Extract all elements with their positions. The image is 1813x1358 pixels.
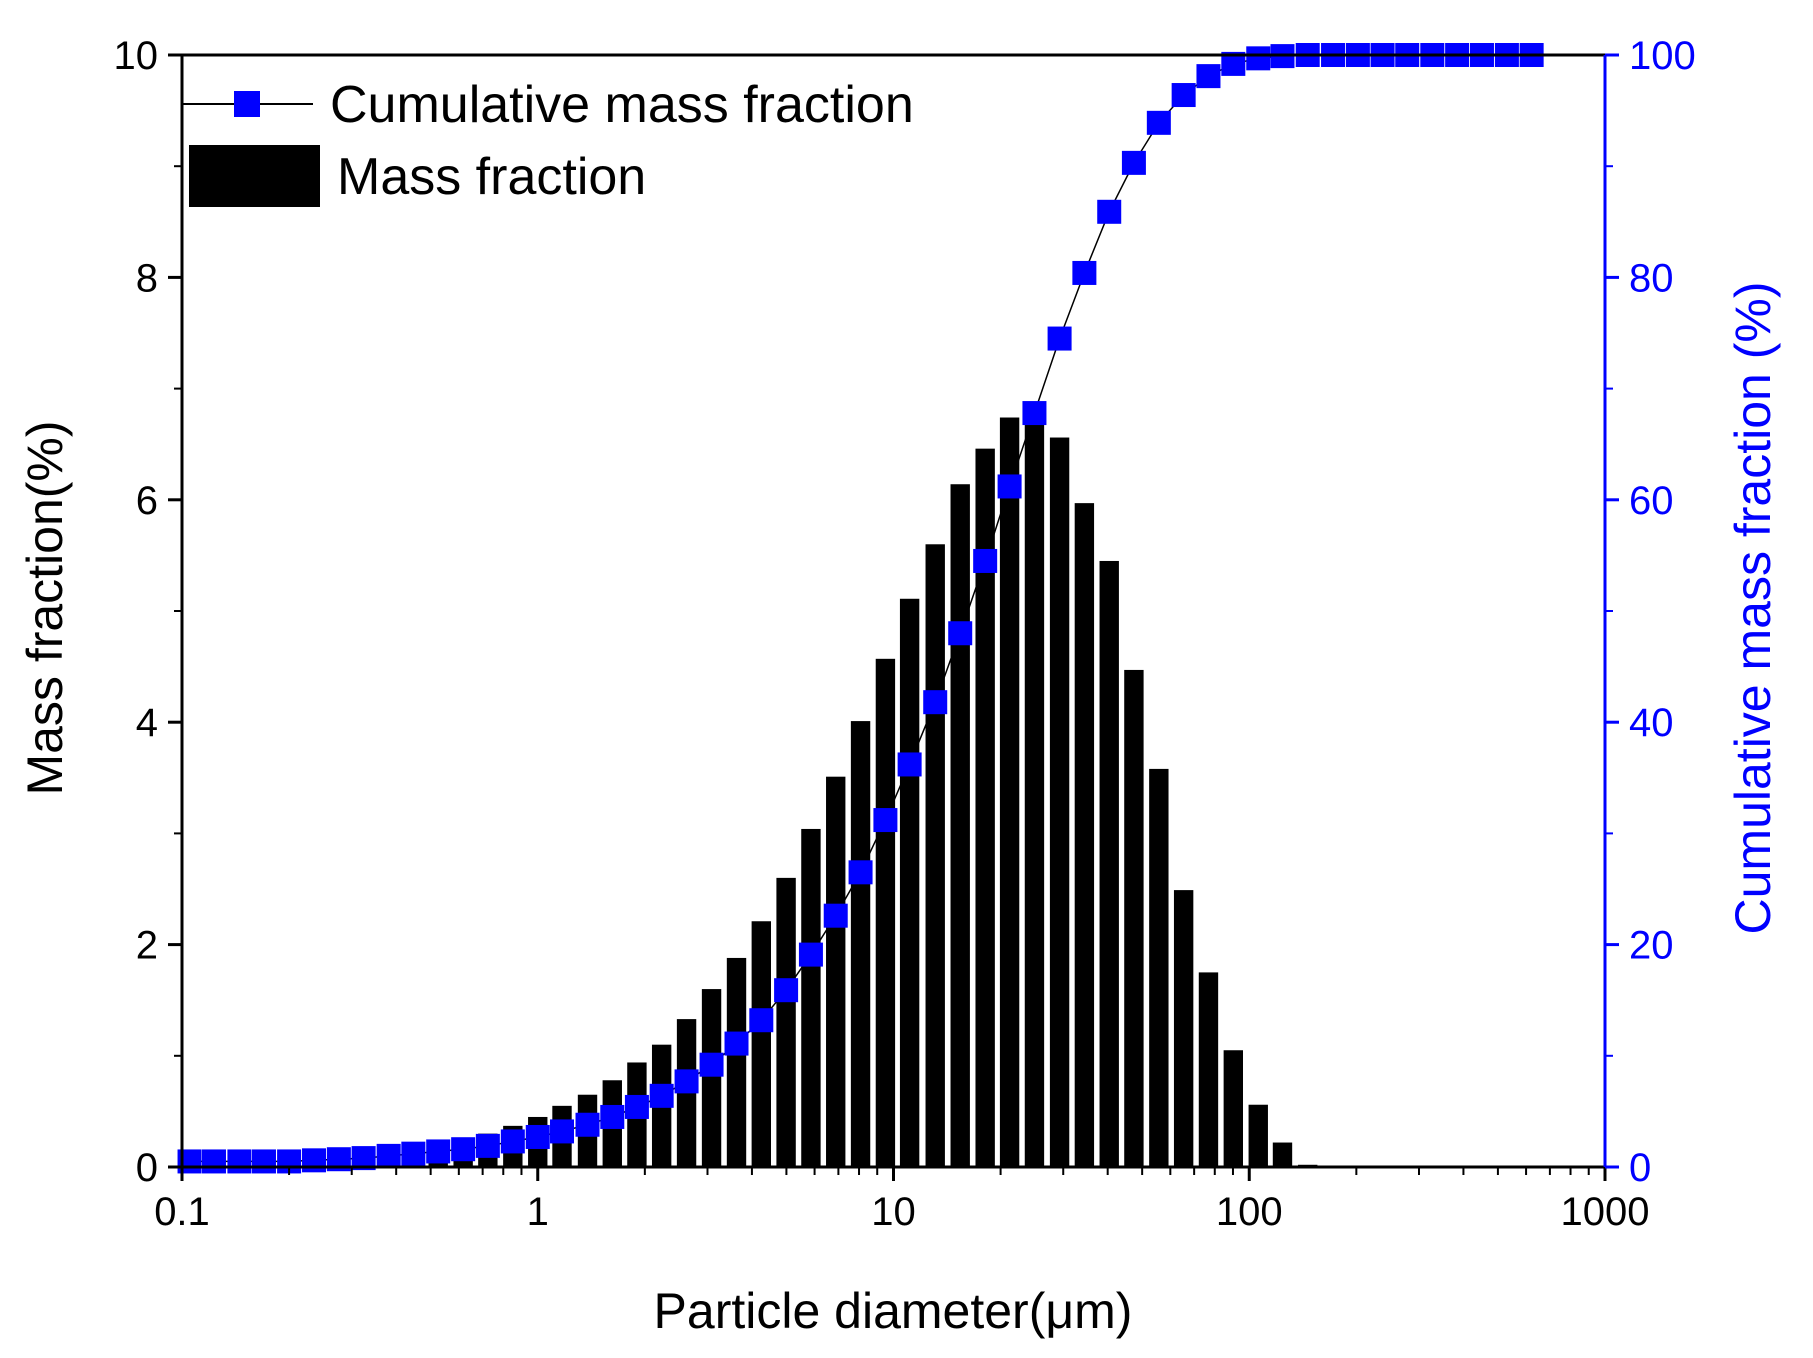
right-y-tick-label: 0 [1629, 1146, 1651, 1190]
cumulative-marker [948, 621, 973, 646]
cumulative-marker [475, 1133, 500, 1158]
mass-fraction-bar [1198, 972, 1219, 1167]
cumulative-marker [1146, 110, 1171, 135]
cumulative-marker [426, 1139, 451, 1164]
cumulative-marker [1047, 326, 1072, 351]
cumulative-marker [1022, 401, 1047, 426]
mass-fraction-bar [801, 828, 821, 1167]
mass-fraction-bar [925, 544, 945, 1167]
cumulative-marker [873, 808, 898, 833]
left-y-tick-label: 4 [136, 701, 158, 745]
cumulative-marker [500, 1129, 525, 1154]
left-y-axis-title: Mass fraction(%) [17, 420, 73, 795]
mass-fraction-bar [826, 776, 846, 1167]
cumulative-marker [699, 1052, 724, 1077]
right-y-tick-label: 40 [1629, 701, 1674, 745]
mass-fraction-bar [1272, 1142, 1293, 1167]
left-y-tick-label: 10 [114, 34, 159, 78]
cumulative-marker [749, 1008, 774, 1033]
cumulative-marker [674, 1069, 699, 1094]
mass-fraction-bar [726, 957, 747, 1167]
legend-marker-swatch [234, 91, 260, 117]
left-y-tick-label: 0 [136, 1146, 158, 1190]
cumulative-marker [1221, 51, 1246, 76]
mass-fraction-bar [1248, 1104, 1268, 1167]
cumulative-series [177, 43, 1544, 1174]
legend-label-cumulative: Cumulative mass fraction [330, 76, 914, 134]
cumulative-marker [451, 1137, 476, 1162]
mass-fraction-bar [875, 658, 896, 1167]
mass-fraction-bar [1024, 424, 1045, 1168]
cumulative-marker [997, 474, 1022, 499]
cumulative-marker [973, 548, 998, 573]
cumulative-marker [201, 1149, 226, 1174]
cumulative-marker [575, 1112, 600, 1137]
right-y-axis-title: Cumulative mass fraction (%) [1725, 282, 1781, 935]
cumulative-marker [401, 1141, 426, 1166]
mass-fraction-bar [1173, 890, 1194, 1167]
mass-fraction-bar [999, 417, 1020, 1168]
right-y-tick-label: 80 [1629, 256, 1674, 300]
mass-fraction-bar [1049, 437, 1070, 1167]
cumulative-marker [1121, 150, 1146, 175]
mass-fraction-bar [1074, 503, 1095, 1167]
right-y-tick-label: 100 [1629, 34, 1696, 78]
cumulative-marker [550, 1119, 575, 1144]
mass-fraction-bar [1099, 560, 1119, 1167]
mass-fraction-bar [850, 721, 871, 1167]
cumulative-marker [1246, 46, 1271, 71]
x-tick-label: 10 [871, 1190, 916, 1234]
cumulative-marker [600, 1104, 625, 1129]
x-tick-label: 1 [527, 1190, 549, 1234]
x-tick-label: 0.1 [154, 1190, 210, 1234]
cumulative-marker [1097, 199, 1122, 224]
x-tick-label: 1000 [1561, 1190, 1650, 1234]
cumulative-marker [724, 1031, 749, 1056]
left-y-tick-label: 8 [136, 256, 158, 300]
cumulative-marker [376, 1143, 401, 1168]
cumulative-marker [823, 903, 848, 928]
mass-fraction-bar [1124, 669, 1144, 1167]
cumulative-marker [649, 1083, 674, 1108]
mass-fraction-bar [1223, 1050, 1244, 1167]
cumulative-marker [624, 1094, 649, 1119]
left-y-tick-label: 6 [136, 479, 158, 523]
right-y-tick-label: 60 [1629, 479, 1674, 523]
legend-label-mass: Mass fraction [337, 148, 646, 206]
mass-fraction-bar [950, 484, 970, 1167]
cumulative-marker [848, 860, 873, 885]
left-y-tick-label: 2 [136, 924, 158, 968]
mass-fraction-bar [975, 448, 995, 1167]
right-y-tick-label: 20 [1629, 924, 1674, 968]
cumulative-marker [227, 1149, 252, 1174]
legend: Cumulative mass fraction Mass fraction [183, 76, 914, 207]
cumulative-marker [525, 1124, 550, 1149]
x-tick-label: 100 [1216, 1190, 1283, 1234]
mass-fraction-bar [701, 989, 722, 1167]
legend-bar-swatch [189, 145, 320, 207]
mass-fraction-bar [776, 877, 796, 1167]
cumulative-marker [302, 1148, 327, 1173]
mass-fraction-bar [1149, 768, 1169, 1167]
cumulative-marker [1072, 260, 1097, 285]
cumulative-marker [1196, 64, 1221, 89]
cumulative-marker [1171, 83, 1196, 108]
x-axis-title: Particle diameter(μm) [654, 1283, 1133, 1339]
cumulative-marker [897, 752, 922, 777]
cumulative-marker [798, 942, 823, 967]
mass-fraction-bar [899, 598, 920, 1167]
mass-fraction-bar [751, 921, 771, 1167]
cumulative-marker [774, 978, 799, 1003]
cumulative-marker [251, 1149, 276, 1174]
cumulative-marker [923, 690, 948, 715]
